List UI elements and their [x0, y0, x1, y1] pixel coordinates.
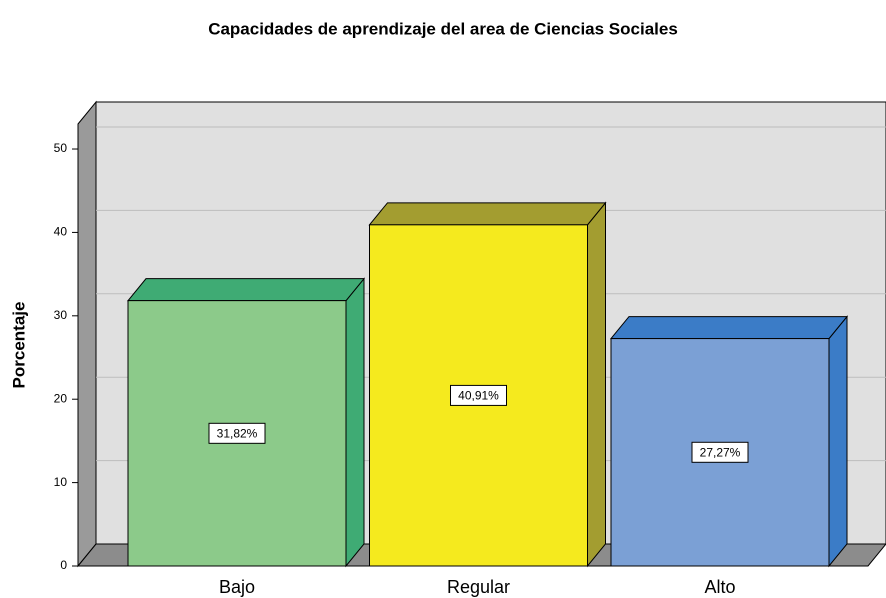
- bar-side: [345, 277, 365, 568]
- chart-title: Capacidades de aprendizaje del area de C…: [208, 19, 678, 38]
- x-tick-label: Alto: [704, 577, 735, 597]
- value-label: 27,27%: [700, 445, 741, 459]
- y-tick-label: 30: [54, 308, 68, 322]
- value-label-box: [691, 441, 749, 463]
- bar-top: [126, 278, 366, 302]
- side-wall: [77, 100, 97, 568]
- x-tick-label: Bajo: [219, 577, 255, 597]
- y-tick-label: 0: [60, 558, 67, 572]
- x-tick-label: Regular: [447, 577, 510, 597]
- y-axis-label: Porcentaje: [9, 302, 28, 389]
- value-label-box: [208, 422, 266, 444]
- value-label-box: [450, 384, 507, 406]
- bar-side: [828, 315, 848, 568]
- bar-top: [368, 202, 607, 226]
- value-label: 31,82%: [217, 426, 258, 440]
- value-label: 40,91%: [458, 389, 499, 403]
- y-tick-label: 40: [54, 225, 68, 239]
- y-tick-label: 50: [54, 141, 68, 155]
- y-tick-label: 20: [54, 391, 68, 405]
- bar-side: [587, 201, 606, 568]
- y-tick-label: 10: [54, 475, 68, 489]
- bar-top: [609, 316, 849, 340]
